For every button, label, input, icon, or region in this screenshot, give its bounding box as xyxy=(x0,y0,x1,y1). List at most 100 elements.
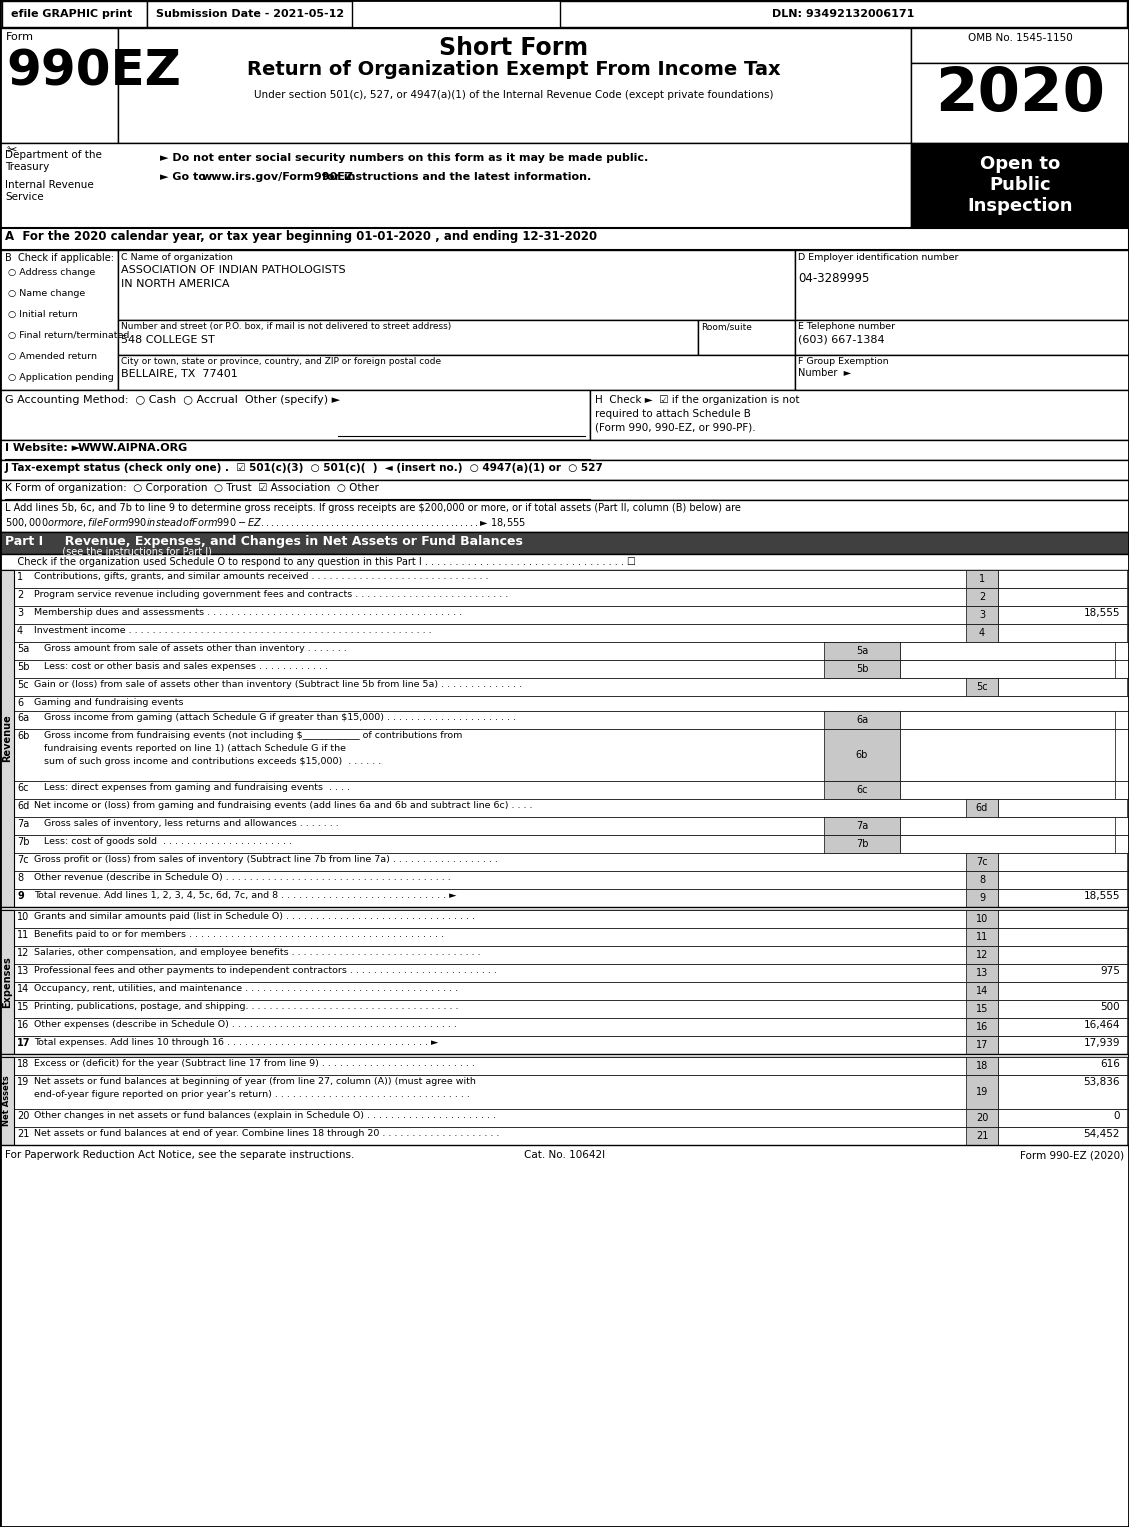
Text: IN NORTH AMERICA: IN NORTH AMERICA xyxy=(121,279,229,289)
Bar xyxy=(966,1035,998,1054)
Text: 7b: 7b xyxy=(17,837,29,847)
Bar xyxy=(14,928,1129,947)
Text: Net assets or fund balances at beginning of year (from line 27, column (A)) (mus: Net assets or fund balances at beginning… xyxy=(34,1077,476,1086)
Text: 6b: 6b xyxy=(17,731,29,741)
Bar xyxy=(14,625,1129,641)
Text: 12: 12 xyxy=(975,950,988,960)
Bar xyxy=(911,27,1129,63)
Bar xyxy=(998,910,1127,928)
Bar xyxy=(900,660,1115,678)
Text: Expenses: Expenses xyxy=(2,956,12,1008)
Bar xyxy=(966,678,998,696)
Bar xyxy=(824,641,900,660)
Text: Gross income from fundraising events (not including $____________ of contributio: Gross income from fundraising events (no… xyxy=(44,731,463,741)
Bar xyxy=(966,588,998,606)
Bar xyxy=(14,835,1129,854)
Bar xyxy=(14,1109,1129,1127)
Text: Number and street (or P.O. box, if mail is not delivered to street address): Number and street (or P.O. box, if mail … xyxy=(121,322,452,331)
Text: Public: Public xyxy=(989,176,1051,194)
Text: 4: 4 xyxy=(979,628,986,638)
Bar xyxy=(998,1075,1127,1109)
Bar xyxy=(824,817,900,835)
Text: 4: 4 xyxy=(17,626,23,637)
Text: 548 COLLEGE ST: 548 COLLEGE ST xyxy=(121,334,215,345)
Text: Other expenses (describe in Schedule O) . . . . . . . . . . . . . . . . . . . . : Other expenses (describe in Schedule O) … xyxy=(34,1020,457,1029)
Bar xyxy=(900,712,1115,728)
Bar xyxy=(998,588,1127,606)
Bar xyxy=(911,144,1129,228)
Bar xyxy=(900,817,1115,835)
Text: 17: 17 xyxy=(975,1040,988,1051)
Bar xyxy=(14,1035,1129,1054)
Bar xyxy=(0,228,1129,250)
Text: 3: 3 xyxy=(979,609,986,620)
Text: Program service revenue including government fees and contracts . . . . . . . . : Program service revenue including govern… xyxy=(34,589,508,599)
Bar xyxy=(119,354,795,389)
Bar xyxy=(698,321,795,354)
Text: 500: 500 xyxy=(1101,1002,1120,1012)
Text: Gross amount from sale of assets other than inventory . . . . . . .: Gross amount from sale of assets other t… xyxy=(44,644,347,654)
Text: 04-3289995: 04-3289995 xyxy=(798,272,869,286)
Bar xyxy=(0,440,1129,460)
Text: Check if the organization used Schedule O to respond to any question in this Par: Check if the organization used Schedule … xyxy=(5,557,636,567)
Text: Other revenue (describe in Schedule O) . . . . . . . . . . . . . . . . . . . . .: Other revenue (describe in Schedule O) .… xyxy=(34,873,450,883)
Bar xyxy=(966,1000,998,1019)
Text: Under section 501(c), 527, or 4947(a)(1) of the Internal Revenue Code (except pr: Under section 501(c), 527, or 4947(a)(1)… xyxy=(254,90,773,99)
Bar xyxy=(998,1035,1127,1054)
Bar xyxy=(998,1109,1127,1127)
Text: A  For the 2020 calendar year, or tax year beginning 01-01-2020 , and ending 12-: A For the 2020 calendar year, or tax yea… xyxy=(5,231,597,243)
Bar xyxy=(14,570,1129,588)
Bar xyxy=(14,606,1129,625)
Bar xyxy=(795,250,1129,321)
Text: 54,452: 54,452 xyxy=(1084,1128,1120,1139)
Bar xyxy=(14,982,1129,1000)
Bar xyxy=(0,531,1129,554)
Text: 6: 6 xyxy=(17,698,23,709)
Bar xyxy=(900,835,1115,854)
Bar xyxy=(998,606,1127,625)
Bar xyxy=(14,947,1129,964)
Bar xyxy=(998,678,1127,696)
Bar xyxy=(14,641,1129,660)
Bar xyxy=(966,1057,998,1075)
Bar xyxy=(824,660,900,678)
Bar xyxy=(998,1000,1127,1019)
Bar xyxy=(824,728,900,780)
Bar xyxy=(0,1145,1129,1527)
Bar xyxy=(0,1057,14,1145)
Bar xyxy=(0,144,911,228)
Text: 5b: 5b xyxy=(856,664,868,673)
Text: (see the instructions for Part I): (see the instructions for Part I) xyxy=(56,547,212,557)
Text: 5c: 5c xyxy=(17,680,28,690)
Bar xyxy=(0,250,119,389)
Text: $500,000 or more, file Form 990 instead of Form 990-EZ . . . . . . . . . . . . .: $500,000 or more, file Form 990 instead … xyxy=(5,516,526,528)
Text: Printing, publications, postage, and shipping. . . . . . . . . . . . . . . . . .: Printing, publications, postage, and shi… xyxy=(34,1002,458,1011)
Text: City or town, state or province, country, and ZIP or foreign postal code: City or town, state or province, country… xyxy=(121,357,441,366)
Text: 18: 18 xyxy=(975,1061,988,1070)
Text: Submission Date - 2021-05-12: Submission Date - 2021-05-12 xyxy=(156,9,344,18)
Text: 16: 16 xyxy=(17,1020,29,1031)
Text: 12: 12 xyxy=(17,948,29,957)
Text: B  Check if applicable:: B Check if applicable: xyxy=(5,253,114,263)
Text: Revenue: Revenue xyxy=(2,715,12,762)
Text: Return of Organization Exempt From Income Tax: Return of Organization Exempt From Incom… xyxy=(247,60,781,79)
Text: Short Form: Short Form xyxy=(439,37,588,60)
Text: 8: 8 xyxy=(17,873,23,883)
Text: 3: 3 xyxy=(17,608,23,618)
Bar xyxy=(14,854,1129,870)
Bar xyxy=(998,1019,1127,1035)
Text: 6d: 6d xyxy=(975,803,988,812)
Bar xyxy=(998,1127,1127,1145)
Text: ► Do not enter social security numbers on this form as it may be made public.: ► Do not enter social security numbers o… xyxy=(160,153,648,163)
Text: 616: 616 xyxy=(1100,1060,1120,1069)
Text: 6c: 6c xyxy=(17,783,28,793)
Text: ► Go to: ► Go to xyxy=(160,173,210,182)
Text: 9: 9 xyxy=(17,890,24,901)
Bar xyxy=(998,870,1127,889)
Text: 20: 20 xyxy=(975,1113,988,1122)
Text: F Group Exemption: F Group Exemption xyxy=(798,357,889,366)
Text: (603) 667-1384: (603) 667-1384 xyxy=(798,334,885,344)
Text: 6a: 6a xyxy=(17,713,29,722)
Text: G Accounting Method:  ○ Cash  ○ Accrual  Other (specify) ►: G Accounting Method: ○ Cash ○ Accrual Ot… xyxy=(5,395,340,405)
Bar xyxy=(966,928,998,947)
